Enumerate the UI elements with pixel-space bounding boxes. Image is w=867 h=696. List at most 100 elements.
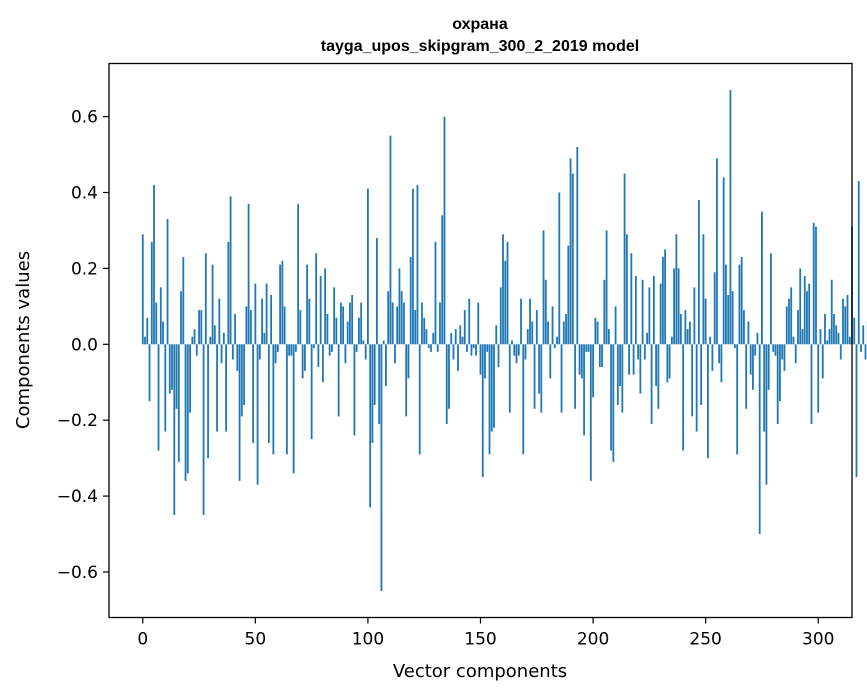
bar — [335, 317, 338, 345]
bar — [628, 344, 630, 375]
bar — [776, 344, 779, 424]
bar — [213, 325, 216, 345]
bar — [806, 291, 808, 345]
bar — [290, 344, 293, 356]
bar — [659, 283, 662, 345]
bar — [342, 306, 345, 345]
bar — [236, 344, 239, 371]
bar — [682, 344, 685, 451]
bar — [312, 344, 315, 349]
y-axis: −0.6 −0.4 −0.2 0.0 0.2 0.4 0.6 — [57, 108, 109, 583]
bar — [412, 188, 414, 345]
bar — [774, 344, 777, 356]
bar — [452, 344, 455, 360]
bar — [204, 253, 207, 345]
bar — [668, 344, 671, 379]
bar — [722, 177, 725, 345]
bar — [432, 332, 435, 345]
bar — [855, 344, 858, 478]
y-tick-label: 0.4 — [71, 184, 98, 204]
bar — [821, 344, 824, 379]
bar — [186, 344, 189, 474]
bar — [177, 344, 180, 462]
bar — [256, 344, 259, 485]
bar — [222, 332, 225, 345]
bar — [504, 260, 507, 345]
bar — [698, 200, 700, 345]
bar — [141, 234, 144, 345]
bar — [637, 344, 640, 360]
bar — [556, 336, 558, 345]
bar — [686, 329, 689, 345]
bar — [220, 344, 223, 364]
bars — [141, 90, 867, 591]
bar — [716, 158, 718, 345]
bar — [441, 215, 444, 345]
bar — [589, 344, 592, 481]
bar — [430, 344, 432, 352]
bar — [655, 344, 658, 387]
bar — [225, 344, 227, 432]
bar — [661, 257, 664, 345]
bar — [450, 332, 453, 345]
bar — [398, 268, 401, 345]
bar — [646, 332, 649, 345]
bar — [490, 344, 493, 432]
bar — [574, 344, 576, 409]
bar — [207, 344, 209, 459]
bar — [826, 340, 829, 345]
bar — [544, 279, 547, 345]
bar — [148, 344, 151, 402]
chart-subtitle: tayga_upos_skipgram_300_2_2019 model — [321, 38, 639, 55]
bar — [601, 344, 603, 368]
bar — [315, 253, 318, 345]
bar — [612, 344, 615, 462]
bar — [245, 306, 248, 345]
bar — [193, 329, 196, 345]
bar — [443, 116, 446, 345]
y-tick-label: 0.2 — [71, 259, 98, 279]
y-tick-label: 0.6 — [71, 108, 98, 128]
bar — [168, 344, 171, 394]
bar — [479, 344, 482, 375]
bar — [238, 344, 241, 481]
bar — [380, 344, 383, 591]
bar — [860, 344, 862, 352]
bar — [819, 329, 822, 345]
bar — [844, 306, 847, 345]
bar — [378, 344, 381, 424]
bar — [297, 203, 300, 345]
bar — [772, 344, 775, 352]
bar — [529, 298, 531, 345]
bar — [303, 344, 306, 371]
bar — [459, 325, 462, 345]
bar — [511, 340, 513, 345]
bar — [765, 344, 768, 485]
bar — [369, 344, 372, 508]
bar — [740, 257, 743, 345]
bar — [157, 344, 160, 451]
bar — [700, 344, 703, 405]
x-tick-label: 150 — [464, 630, 496, 650]
bar — [736, 344, 739, 455]
bar — [788, 298, 790, 345]
bar — [373, 344, 376, 405]
bar — [779, 344, 781, 402]
bar — [693, 287, 696, 345]
bar — [353, 344, 356, 436]
bar — [299, 310, 302, 345]
x-tick-label: 300 — [802, 630, 834, 650]
bar — [439, 302, 441, 345]
bar — [254, 283, 257, 345]
bar — [810, 344, 813, 424]
bar — [389, 135, 392, 345]
bar — [797, 310, 799, 345]
bar — [801, 329, 804, 345]
bar — [272, 344, 275, 455]
bar — [202, 344, 205, 516]
bar — [472, 344, 475, 349]
bar — [234, 313, 236, 345]
bar — [770, 253, 772, 345]
bar — [425, 329, 428, 345]
bar — [405, 344, 408, 417]
